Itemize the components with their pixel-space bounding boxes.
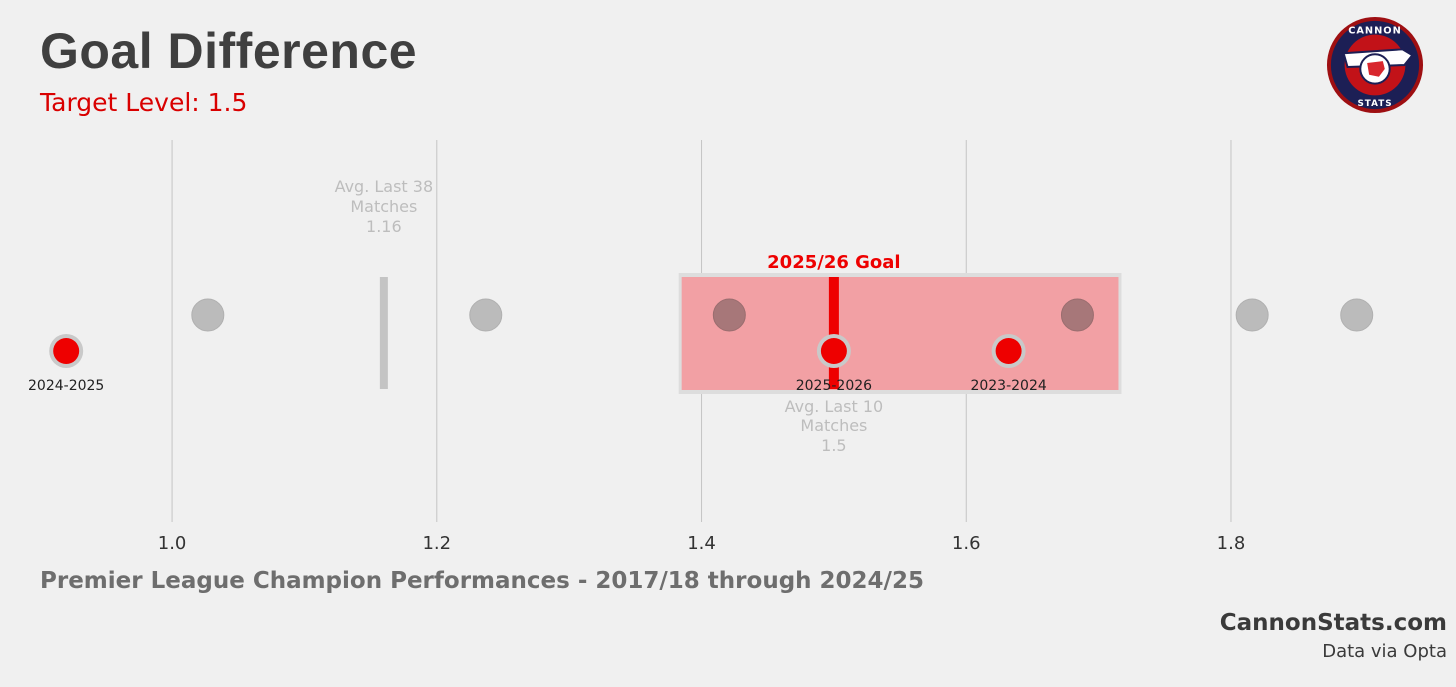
logo-top-text: CANNON: [1348, 26, 1402, 37]
highlight-season-dot: [53, 338, 80, 364]
champion-season-dot: [1235, 298, 1269, 332]
cannon-stats-logo: CANNON STATS: [1326, 16, 1424, 114]
champion-season-dot: [1060, 298, 1094, 332]
avg-last-38-value: 1.16: [366, 217, 402, 236]
current-season-dot: [820, 338, 847, 364]
site-credit[interactable]: CannonStats.com: [1219, 610, 1447, 636]
goal-band-layer: [678, 273, 1122, 394]
x-tick-label: 1.8: [1217, 533, 1246, 554]
goal-label: 2025/26 Goal: [767, 252, 900, 273]
champion-season-dot: [712, 298, 746, 332]
chart-title: Goal Difference: [40, 23, 418, 79]
highlight-season-dot: [995, 338, 1022, 364]
x-tick-label: 1.2: [422, 533, 451, 554]
x-tick-label: 1.6: [952, 533, 981, 554]
avg-last-10-label: Avg. Last 10: [785, 397, 884, 416]
logo-bottom-text: STATS: [1357, 99, 1392, 109]
x-tick-label: 1.4: [687, 533, 716, 554]
chart-marks: [49, 277, 1374, 389]
data-source: Data via Opta: [1322, 641, 1447, 662]
cannon-badge-icon: [1342, 48, 1414, 85]
champion-season-dot: [469, 298, 503, 332]
x-tick-label: 1.0: [158, 533, 187, 554]
champion-season-dot: [191, 298, 225, 332]
avg-last-10-label: Matches: [800, 416, 867, 435]
avg-last-10-value: 1.5: [821, 436, 846, 455]
champion-season-dot: [1340, 298, 1374, 332]
avg-last-38-label: Avg. Last 38: [335, 177, 434, 196]
chart-caption: Premier League Champion Performances - 2…: [40, 568, 924, 594]
goal-band: [681, 277, 1119, 390]
current-season-label: 2025-2026: [796, 378, 872, 394]
chart-subtitle: Target Level: 1.5: [40, 88, 248, 117]
highlight-season-label: 2023-2024: [970, 378, 1046, 394]
avg-last-38-label: Matches: [350, 197, 417, 216]
highlight-season-label: 2024-2025: [28, 378, 104, 394]
avg-last-38-marker: [379, 277, 388, 389]
goal-line: [828, 277, 839, 389]
